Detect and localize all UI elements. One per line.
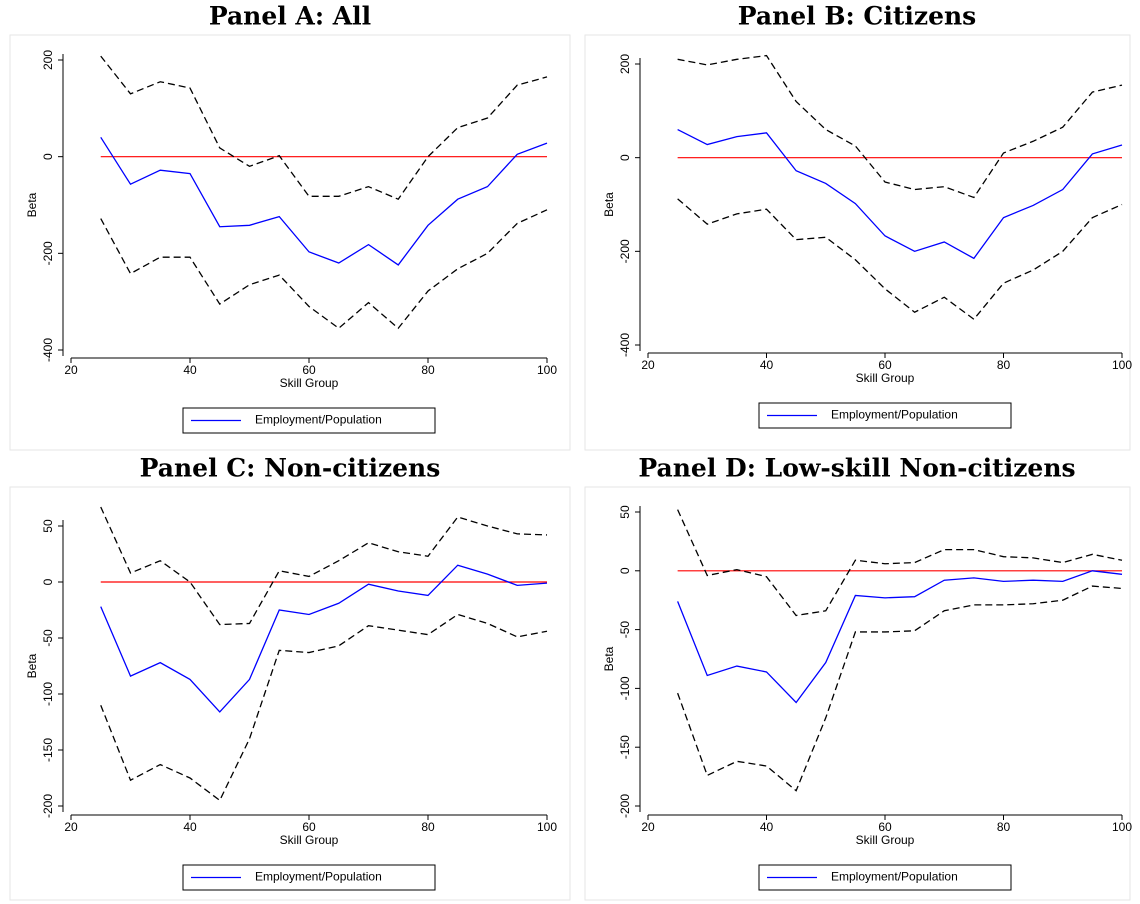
y-tick-label: 0 (41, 578, 55, 585)
y-tick-label: -100 (41, 682, 55, 706)
y-tick-label: -200 (618, 239, 632, 263)
panel-frame (584, 34, 1131, 451)
y-tick-label: 50 (618, 505, 632, 519)
y-tick-label: 0 (618, 154, 632, 161)
confidence-band-line (100, 506, 548, 626)
x-tick-label: 20 (641, 358, 655, 372)
panel-frame (9, 34, 571, 451)
y-tick-label: -400 (618, 333, 632, 357)
x-axis-label: Skill Group (856, 371, 915, 385)
x-tick-label: 40 (183, 363, 197, 377)
x-axis-label: Skill Group (856, 833, 915, 847)
y-tick-label: 0 (41, 153, 55, 160)
x-tick-label: 80 (421, 820, 435, 834)
y-tick-label: 0 (618, 567, 632, 574)
x-tick-label: 100 (537, 363, 557, 377)
legend-label: Employment/Population (255, 870, 382, 884)
y-tick-label: 50 (41, 519, 55, 533)
x-tick-label: 100 (1112, 820, 1132, 834)
x-axis-label: Skill Group (280, 833, 339, 847)
y-tick-label: -50 (618, 621, 632, 639)
x-tick-label: 40 (760, 820, 774, 834)
x-tick-label: 60 (878, 820, 892, 834)
y-tick-label: -50 (41, 629, 55, 647)
legend-label: Employment/Population (831, 408, 958, 422)
series-line (677, 128, 1123, 260)
x-tick-label: 80 (421, 363, 435, 377)
x-tick-label: 20 (64, 820, 78, 834)
x-tick-label: 100 (1112, 358, 1132, 372)
x-tick-label: 100 (537, 820, 557, 834)
y-tick-label: -100 (618, 676, 632, 700)
y-tick-label: -200 (41, 794, 55, 818)
confidence-band-line (100, 209, 548, 330)
y-tick-label: -200 (41, 241, 55, 265)
y-axis-label: Beta (25, 653, 39, 678)
y-tick-label: -200 (618, 794, 632, 818)
x-tick-label: 80 (997, 820, 1011, 834)
confidence-band-line (677, 585, 1123, 792)
confidence-band-line (677, 198, 1123, 321)
x-tick-label: 80 (997, 358, 1011, 372)
y-tick-label: -150 (41, 738, 55, 762)
panel-title: Panel A: All (209, 2, 371, 31)
y-axis-label: Beta (602, 646, 616, 671)
y-tick-label: -150 (618, 735, 632, 759)
x-tick-label: 60 (302, 363, 316, 377)
series-line (100, 136, 548, 266)
panel-title: Panel D: Low-skill Non-citizens (638, 454, 1075, 483)
confidence-band-line (100, 613, 548, 802)
x-tick-label: 60 (878, 358, 892, 372)
x-tick-label: 40 (760, 358, 774, 372)
y-tick-label: -400 (41, 338, 55, 362)
confidence-band-line (677, 54, 1123, 199)
y-axis-label: Beta (25, 192, 39, 217)
y-axis-label: Beta (602, 192, 616, 217)
panel-frame (9, 486, 571, 901)
x-tick-label: 60 (302, 820, 316, 834)
y-tick-label: 200 (41, 50, 55, 70)
panel-frame (584, 486, 1131, 901)
confidence-band-line (677, 509, 1123, 617)
x-tick-label: 20 (641, 820, 655, 834)
confidence-band-line (100, 55, 548, 201)
legend-label: Employment/Population (255, 413, 382, 427)
x-tick-label: 20 (64, 363, 78, 377)
y-tick-label: 200 (618, 54, 632, 74)
panel-title: Panel C: Non-citizens (140, 454, 441, 483)
legend-label: Employment/Population (831, 870, 958, 884)
x-tick-label: 40 (183, 820, 197, 834)
series-line (677, 570, 1123, 704)
panel-title: Panel B: Citizens (738, 2, 976, 31)
x-axis-label: Skill Group (280, 376, 339, 390)
series-line (100, 564, 548, 713)
